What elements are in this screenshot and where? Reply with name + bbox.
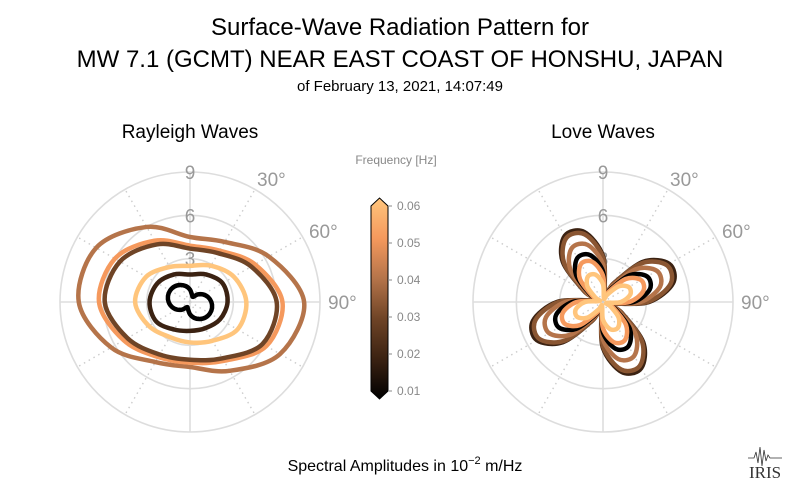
love-title: Love Waves bbox=[551, 122, 655, 143]
radial-gridline bbox=[515, 214, 691, 390]
seismogram-icon bbox=[748, 446, 782, 467]
radial-tick-label: 3 bbox=[185, 250, 196, 271]
figure-subtitle: of February 13, 2021, 14:07:49 bbox=[297, 78, 503, 95]
rayleigh-title: Rayleigh Waves bbox=[122, 122, 259, 143]
angle-tick-label: 60° bbox=[722, 222, 751, 243]
figure-title-line1: Surface-Wave Radiation Pattern for bbox=[211, 14, 589, 41]
radiation-curve-0_02hz bbox=[147, 271, 230, 334]
radiation-curve-0_03hz bbox=[102, 241, 280, 363]
colorbar-label: Frequency [Hz] bbox=[355, 153, 436, 167]
azimuth-gridline-dotted bbox=[537, 189, 604, 303]
angle-tick-label: 30° bbox=[670, 170, 699, 191]
rayleigh-polar-plot: 3 6 9 30° 60° 90° bbox=[59, 163, 357, 433]
x-axis-label-prefix: Spectral Amplitudes in 10 bbox=[288, 458, 469, 475]
iris-logo: IRIS bbox=[748, 446, 782, 482]
colorbar-tick-label: 0.03 bbox=[397, 310, 421, 324]
angle-tick-label: 90° bbox=[741, 293, 770, 314]
colorbar-tick-label: 0.04 bbox=[397, 273, 421, 287]
radiation-curve-0_01hz bbox=[165, 282, 215, 322]
radial-gridline bbox=[145, 257, 235, 347]
colorbar-tick-label: 0.01 bbox=[397, 384, 421, 398]
azimuth-gridline-dotted bbox=[490, 301, 604, 368]
colorbar-tick-label: 0.06 bbox=[397, 199, 421, 213]
radial-tick-label: 9 bbox=[598, 163, 609, 184]
colorbar-tick-label: 0.02 bbox=[397, 347, 421, 361]
angle-tick-label: 90° bbox=[328, 293, 357, 314]
iris-logo-text: IRIS bbox=[749, 463, 781, 482]
x-axis-label-suffix: m/Hz bbox=[481, 458, 523, 475]
angle-tick-label: 30° bbox=[257, 170, 286, 191]
radiation-curve-0_04hz bbox=[76, 224, 307, 374]
radial-tick-label: 6 bbox=[598, 206, 609, 227]
colorbar-gradient bbox=[370, 197, 389, 400]
radiation-curve-0_06hz bbox=[572, 271, 634, 333]
azimuth-gridline-dotted bbox=[602, 236, 716, 303]
radiation-curve-0_06hz bbox=[132, 262, 249, 346]
colorbar-tick-label: 0.05 bbox=[397, 236, 421, 250]
x-axis-label-exponent: −2 bbox=[468, 455, 481, 467]
love-polar-plot: 369 30°60°90° bbox=[472, 163, 770, 433]
figure-title-line2: MW 7.1 (GCMT) NEAR EAST COAST OF HONSHU,… bbox=[77, 46, 724, 73]
radiation-curve-0_05hz bbox=[96, 237, 285, 366]
radial-tick-label: 6 bbox=[185, 206, 196, 227]
radial-gridline bbox=[472, 171, 734, 433]
angle-tick-label: 60° bbox=[309, 222, 338, 243]
radial-gridline bbox=[59, 171, 321, 433]
radial-tick-label: 9 bbox=[185, 163, 196, 184]
x-axis-label: Spectral Amplitudes in 10−2 m/Hz bbox=[288, 455, 523, 475]
colorbar: Frequency [Hz] 0.06 0.05 0.04 0.03 0.02 0.01 bbox=[355, 153, 437, 400]
azimuth-gridline-dotted bbox=[602, 301, 669, 415]
